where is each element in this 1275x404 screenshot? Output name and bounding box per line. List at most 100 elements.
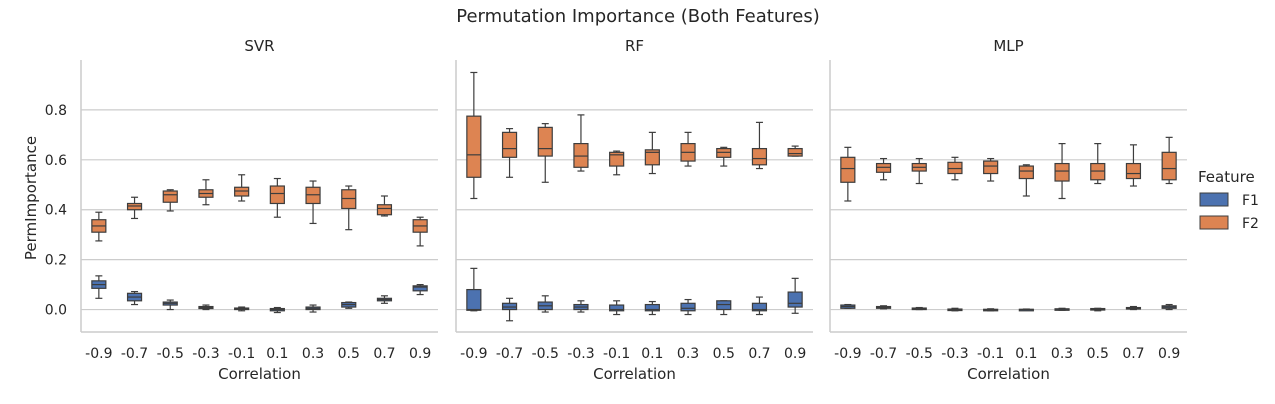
box-f2--0.1 [609,150,625,176]
x-tick-label: 0.5 [338,346,360,362]
box-f1--0.5 [537,295,553,313]
box-body [609,304,625,312]
box-f1-0.9 [412,283,428,296]
box-f1-0.3 [1054,307,1070,311]
box-f1-0.1 [1018,308,1034,312]
series-f1 [840,303,1177,312]
panel-title: SVR [244,37,274,55]
box-f2--0.5 [911,157,927,185]
box-f1-0.5 [1090,307,1106,312]
x-tick-label: -0.5 [906,346,933,362]
box-body [840,156,856,183]
x-tick-label: -0.9 [85,346,112,362]
y-tick-label: 0.4 [45,203,67,219]
box-f2-0.5 [341,185,357,231]
box-body [466,288,482,311]
box-f2--0.3 [947,156,963,181]
x-tick-label: -0.1 [977,346,1004,362]
box-f2-0.3 [305,180,321,225]
box-body [644,149,660,166]
box-f1-0.9 [787,277,803,314]
box-f2-0.9 [412,216,428,247]
legend: Feature F1 F2 [1198,168,1259,232]
box-f1-0.5 [341,301,357,309]
box-f1-0.9 [1161,303,1177,311]
box-f1--0.3 [947,307,963,312]
series-f2 [466,71,803,200]
panel-rf: RF -0.9 -0.7 -0.5 -0.3 -0.1 0.1 0.3 0.5 0.7 0.9 Cor… [455,37,813,383]
box-f1--0.1 [983,308,999,312]
x-tick-label: -0.1 [228,346,255,362]
legend-label-f2: F2 [1242,216,1259,232]
panel-title: RF [625,37,644,55]
box-f1--0.7 [501,297,518,322]
box-f1--0.5 [162,299,178,311]
box-body [466,115,482,178]
box-f2--0.9 [466,71,482,200]
box-body [983,160,999,175]
box-f2--0.1 [234,174,250,202]
y-tick-label: 0.0 [45,303,67,319]
y-tick-label: 0.8 [45,103,67,119]
series-f2 [840,136,1177,202]
x-tick-label: -0.3 [192,346,219,362]
legend-swatch-f2 [1199,215,1229,230]
box-f2-0.7 [1125,144,1142,187]
box-f2-0.1 [644,131,660,175]
box-f2-0.7 [376,195,393,217]
box-f2-0.1 [1018,164,1034,197]
box-f2--0.7 [875,157,892,181]
box-body [412,285,428,292]
box-f2--0.5 [162,189,178,212]
box-f2--0.7 [126,196,143,220]
x-tick-label: -0.3 [567,346,594,362]
box-body [269,185,285,205]
x-tick-label: 0.1 [266,346,288,362]
box-body [1018,165,1034,180]
x-tick-label: -0.9 [460,346,487,362]
box-body [751,147,768,166]
box-f2--0.1 [983,157,999,182]
x-tick-label: 0.7 [373,346,395,362]
panels: SVR 0.0 0.2 0.4 0.6 0.8 -0.9 -0.7 -0.5 -0.3 -0.1 0.… [45,37,1187,383]
x-tick-label: 0.5 [1087,346,1109,362]
x-tick-label: 0.9 [1158,346,1180,362]
box-f1-0.7 [751,296,768,316]
box-body [234,186,250,197]
box-f1--0.9 [466,267,482,312]
box-f1--0.3 [198,304,214,311]
box-body [501,302,518,311]
box-body [644,303,660,312]
box-f2--0.3 [198,179,214,206]
x-axis-label: Correlation [593,365,676,383]
x-tick-label: 0.1 [1015,346,1037,362]
box-body [680,302,696,312]
box-f2-0.1 [269,177,285,218]
box-f2--0.3 [573,114,589,172]
box-f1--0.7 [126,290,143,306]
x-tick-label: 0.3 [302,346,324,362]
box-f1--0.7 [875,305,892,310]
box-f2--0.7 [501,128,518,178]
box-f2-0.3 [1054,142,1070,200]
x-tick-label: -0.9 [834,346,861,362]
box-f2-0.5 [716,146,732,167]
box-f2-0.9 [1161,136,1177,185]
box-body [341,189,357,210]
box-body [376,204,393,216]
box-body [537,126,553,157]
x-tick-label: 0.3 [677,346,699,362]
x-tick-label: -0.7 [121,346,148,362]
series-f1 [466,267,803,322]
box-body [875,162,892,173]
x-tick-label: -0.5 [157,346,184,362]
y-axis-label: PermImportance [22,136,40,260]
x-tick-label: 0.3 [1051,346,1073,362]
box-body [305,186,321,205]
box-f1--0.1 [609,300,625,316]
series-f1 [91,275,428,314]
box-body [1161,151,1177,181]
x-tick-label: -0.7 [870,346,897,362]
box-f1-0.1 [269,306,285,314]
